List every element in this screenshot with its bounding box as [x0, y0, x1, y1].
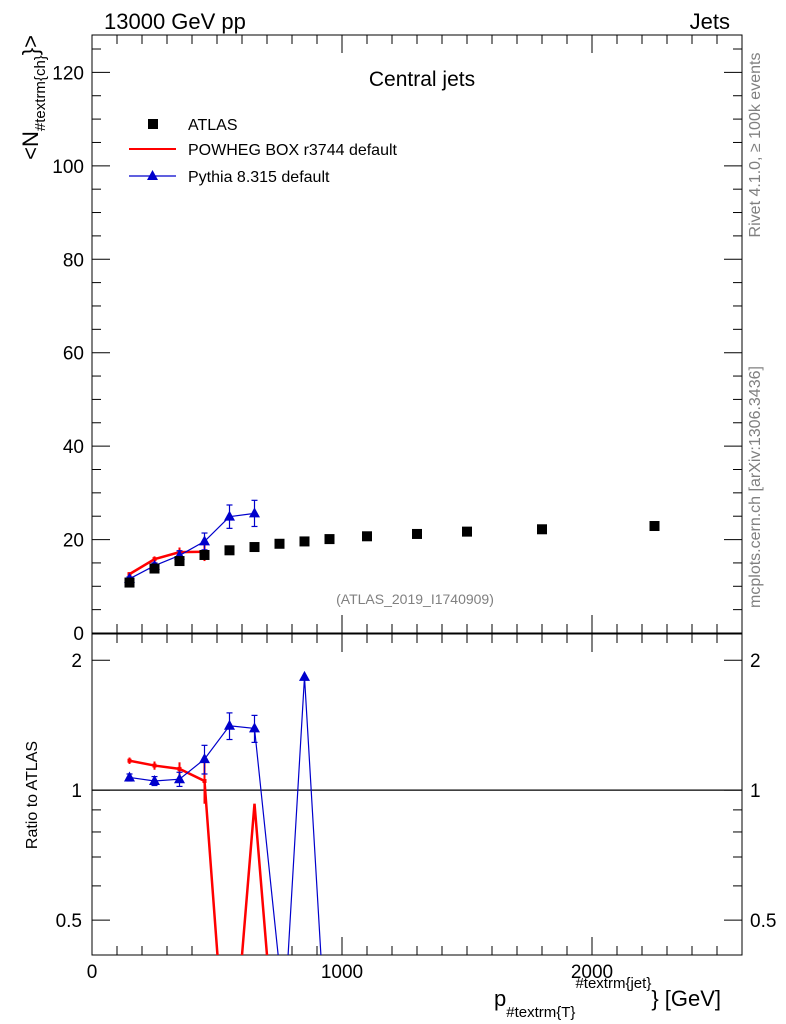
legend-pythia-marker: [147, 170, 158, 180]
y-axis-label-end: }>: [18, 35, 43, 55]
ratio-y-tick-label-right: 0.5: [750, 911, 776, 932]
ratio-y-tick-label-left: 1: [71, 781, 82, 802]
ratio-pythia-point: [299, 670, 310, 681]
atlas-point: [362, 531, 372, 542]
ratio-axis-ticks: [91, 634, 743, 955]
ratio-pythia-point: [249, 722, 260, 733]
ratio-powheg-line: [129, 759, 269, 955]
atlas-point: [199, 549, 210, 560]
ratio-y-tick-label-left: 2: [71, 651, 82, 672]
y-tick-label: 60: [63, 344, 84, 365]
ratio-series-layer: [92, 670, 742, 955]
legend-atlas-label: ATLAS: [188, 117, 238, 134]
x-tick-label: 2000: [571, 962, 613, 983]
ratio-y-tick-labels: 0.5 0.5 1 1 2 2: [56, 651, 777, 932]
ratio-pythia-point: [174, 773, 185, 784]
x-axis-label-sub: #textrm{T}: [506, 1004, 575, 1021]
y-tick-label: 20: [63, 531, 84, 552]
pythia-point: [199, 535, 210, 546]
x-tick-label: 0: [87, 962, 98, 983]
ratio-y-tick-label-right: 2: [750, 651, 761, 672]
atlas-point: [412, 528, 422, 539]
x-axis-label-end: } [GeV]: [651, 986, 721, 1011]
header-left: 13000 GeV pp: [104, 9, 246, 34]
ratio-y-tick-label-right: 1: [750, 781, 761, 802]
ratio-powheg-point: [202, 778, 207, 783]
atlas-point: [124, 577, 135, 588]
atlas-point: [649, 521, 660, 532]
legend-atlas-marker: [148, 119, 158, 129]
atlas-point: [224, 545, 235, 556]
atlas-point: [174, 556, 185, 567]
y-tick-label: 0: [73, 624, 84, 645]
atlas-point: [149, 563, 160, 574]
pythia-point: [249, 507, 260, 518]
x-axis-label: p#textrm{T}#textrm{jet}} [GeV]: [494, 975, 721, 1021]
pythia-point: [224, 510, 235, 521]
pythia-line: [129, 512, 255, 580]
powheg-line: [128, 550, 205, 576]
legend-pythia-label: Pythia 8.315 default: [188, 169, 330, 186]
rivet-label: Rivet 4.1.0, ≥ 100k events: [747, 53, 764, 238]
main-y-axis-label: <N#textrm{ch}}>: [18, 35, 49, 160]
y-tick-label: 80: [63, 250, 84, 271]
ratio-y-tick-label-left: 0.5: [56, 911, 82, 932]
ratio-powheg-point: [152, 763, 157, 768]
mcplots-label: mcplots.cern.ch [arXiv:1306.3436]: [747, 366, 764, 608]
y-axis-label-base: <N: [18, 131, 43, 160]
powheg-point: [152, 557, 157, 562]
x-tick-labels: 0 1000 2000: [87, 962, 613, 983]
ratio-pythia-point: [149, 774, 160, 785]
ratio-pythia-point: [199, 753, 210, 764]
x-tick-label: 1000: [321, 962, 363, 983]
y-tick-label: 120: [52, 63, 84, 84]
ratio-y-axis-label: Ratio to ATLAS: [24, 741, 41, 849]
x-axis-label-base: p: [494, 986, 506, 1011]
ratio-pythia-point: [224, 719, 235, 730]
y-tick-label: 100: [52, 157, 84, 178]
ratio-powheg-point: [127, 758, 132, 763]
header-right: Jets: [690, 9, 730, 34]
atlas-point: [324, 534, 335, 545]
main-axis-ticks: [91, 35, 743, 634]
legend: ATLAS POWHEG BOX r3744 default Pythia 8.…: [129, 117, 398, 186]
atlas-point: [299, 536, 310, 547]
ratio-pythia-point: [124, 771, 135, 782]
main-series-layer: [124, 499, 660, 588]
watermark-label: (ATLAS_2019_I1740909): [336, 591, 494, 607]
atlas-point: [274, 538, 285, 549]
ratio-plot-frame: [91, 633, 743, 956]
y-tick-label: 40: [63, 437, 84, 458]
ratio-powheg-point: [177, 766, 182, 771]
legend-powheg-label: POWHEG BOX r3744 default: [188, 142, 398, 159]
chart-title: Central jets: [369, 68, 475, 91]
atlas-point: [537, 524, 547, 535]
atlas-point: [462, 526, 472, 537]
x-axis-label-sup: #textrm{jet}: [575, 975, 651, 992]
atlas-point: [249, 542, 260, 553]
y-axis-label-sub: #textrm{ch}: [32, 55, 49, 131]
main-y-tick-labels: 0 20 40 60 80 100 120: [52, 63, 84, 645]
